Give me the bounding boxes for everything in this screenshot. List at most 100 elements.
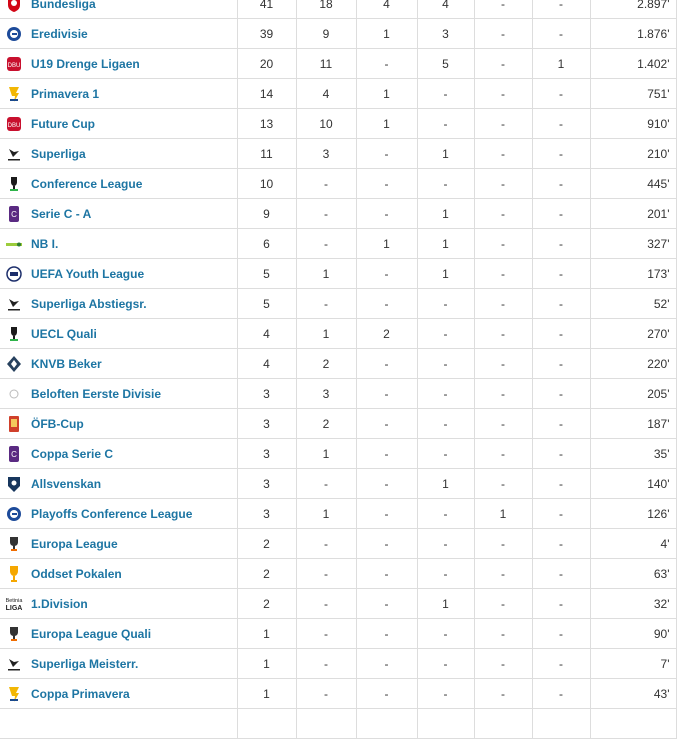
table-row (0, 708, 677, 739)
competition-cell: Future Cup (27, 108, 237, 139)
stat-cell-6: 1.876' (589, 18, 677, 49)
competition-link[interactable]: Superliga Abstiegsr. (31, 296, 147, 311)
stat-cell-0: 11 (236, 138, 296, 169)
table-row: NB I. 6-1 1- -327' (0, 228, 677, 259)
competition-link[interactable]: Europa League (31, 536, 118, 551)
stat-cell-5: - (531, 678, 590, 709)
stat-cell-1 (295, 708, 356, 739)
stat-cell-1: 1 (295, 498, 356, 529)
stat-cell-6: 52' (589, 288, 677, 319)
competition-link[interactable]: ÖFB-Cup (31, 416, 84, 431)
stat-cell-0: 9 (236, 198, 296, 229)
competition-link[interactable]: NB I. (31, 236, 59, 251)
stat-cell-0: 3 (236, 498, 296, 529)
stat-cell-6: 43' (589, 678, 677, 709)
stat-cell-4: - (473, 348, 532, 379)
knvb-logo-icon (0, 348, 27, 379)
stat-cell-6: 220' (589, 348, 677, 379)
svg-text:DBU: DBU (7, 63, 20, 69)
stat-cell-3: - (416, 558, 474, 589)
competition-link[interactable]: UEFA Youth League (31, 266, 145, 281)
stat-cell-6: 205' (589, 378, 677, 409)
competition-link[interactable]: Europa League Quali (31, 626, 152, 641)
stat-cell-5: - (531, 0, 590, 19)
stat-cell-5: - (531, 468, 590, 499)
table-row: UECL Quali 4 1 2- - -270' (0, 318, 677, 349)
stat-cell-6: 4' (589, 528, 677, 559)
table-row: ÖFB-Cup 3 2- - - -187' (0, 408, 677, 439)
stat-cell-1: - (295, 288, 356, 319)
stat-cell-3: - (416, 348, 474, 379)
stat-cell-2: - (355, 648, 417, 679)
table-row: Betinia LIGA 1.Division 2- -1- -32' (0, 588, 677, 619)
competition-link[interactable]: Playoffs Conference League (31, 506, 193, 521)
stat-cell-5: - (531, 18, 590, 49)
stat-cell-3: 1 (416, 258, 474, 289)
competition-link[interactable]: Superliga (31, 146, 86, 161)
table-row: DBU U19 Drenge Ligaen 20 11-5-1 1.402' (0, 48, 677, 79)
competition-link[interactable]: Beloften Eerste Divisie (31, 386, 162, 401)
competition-link[interactable]: Future Cup (31, 116, 95, 131)
beloften-logo-icon (0, 378, 27, 409)
stat-cell-4 (473, 708, 532, 739)
stat-cell-2: - (355, 588, 417, 619)
stat-cell-4: - (473, 18, 532, 49)
stat-cell-2: 4 (355, 0, 417, 19)
stat-cell-1: - (295, 588, 356, 619)
stat-cell-2: 1 (355, 18, 417, 49)
competition-link[interactable]: Primavera 1 (31, 86, 100, 101)
eredivisie-logo-icon (0, 498, 27, 529)
competition-link[interactable]: UECL Quali (31, 326, 97, 341)
stat-cell-1: - (295, 198, 356, 229)
competition-link[interactable]: Coppa Primavera (31, 686, 130, 701)
stat-cell-4: - (473, 318, 532, 349)
stat-cell-2: - (355, 678, 417, 709)
stat-cell-3 (416, 708, 474, 739)
competition-link[interactable]: Bundesliga (31, 0, 96, 11)
stat-cell-2: - (355, 258, 417, 289)
stat-cell-6: 445' (589, 168, 677, 199)
uefa-youth-league-logo-icon (0, 258, 27, 289)
stat-cell-5: - (531, 378, 590, 409)
primavera-logo-icon (0, 78, 27, 109)
competition-link[interactable]: 1.Division (31, 596, 88, 611)
table-row: Europa League 2- - - - -4' (0, 528, 677, 559)
stat-cell-2: - (355, 618, 417, 649)
competition-link[interactable]: Superliga Meisterr. (31, 656, 139, 671)
competition-cell: Europa League (27, 528, 237, 559)
competition-link[interactable]: Serie C - A (31, 206, 92, 221)
stat-cell-0: 3 (236, 408, 296, 439)
stat-cell-4: 1 (473, 498, 532, 529)
competition-link[interactable]: U19 Drenge Ligaen (31, 56, 140, 71)
stat-cell-0: 5 (236, 258, 296, 289)
stat-cell-0: 5 (236, 288, 296, 319)
stat-cell-1: - (295, 678, 356, 709)
competition-cell: Europa League Quali (27, 618, 237, 649)
svg-text:C: C (11, 450, 17, 459)
stat-cell-3: - (416, 678, 474, 709)
table-row: Allsvenskan 3- -1- -140' (0, 468, 677, 499)
competition-cell: Serie C - A (27, 198, 237, 229)
competition-link[interactable]: Coppa Serie C (31, 446, 114, 461)
stat-cell-2: - (355, 498, 417, 529)
stat-cell-0: 1 (236, 648, 296, 679)
stat-cell-0: 14 (236, 78, 296, 109)
competition-link[interactable]: Eredivisie (31, 26, 88, 41)
competition-cell: Superliga (27, 138, 237, 169)
competition-link[interactable]: Allsvenskan (31, 476, 102, 491)
table-row: Playoffs Conference League 3 1- -1-126' (0, 498, 677, 529)
competition-cell: UECL Quali (27, 318, 237, 349)
stat-cell-2: 1 (355, 108, 417, 139)
stat-cell-1: 10 (295, 108, 356, 139)
stat-cell-4: - (473, 108, 532, 139)
nb-i-logo-icon (0, 228, 27, 259)
competition-link[interactable]: Oddset Pokalen (31, 566, 122, 581)
competition-link[interactable]: Conference League (31, 176, 143, 191)
stat-cell-6: 7' (589, 648, 677, 679)
stat-cell-5: - (531, 198, 590, 229)
stat-cell-1: - (295, 168, 356, 199)
competition-link[interactable]: KNVB Beker (31, 356, 102, 371)
stat-cell-4: - (473, 678, 532, 709)
stat-cell-3: - (416, 318, 474, 349)
stat-cell-0: 2 (236, 558, 296, 589)
